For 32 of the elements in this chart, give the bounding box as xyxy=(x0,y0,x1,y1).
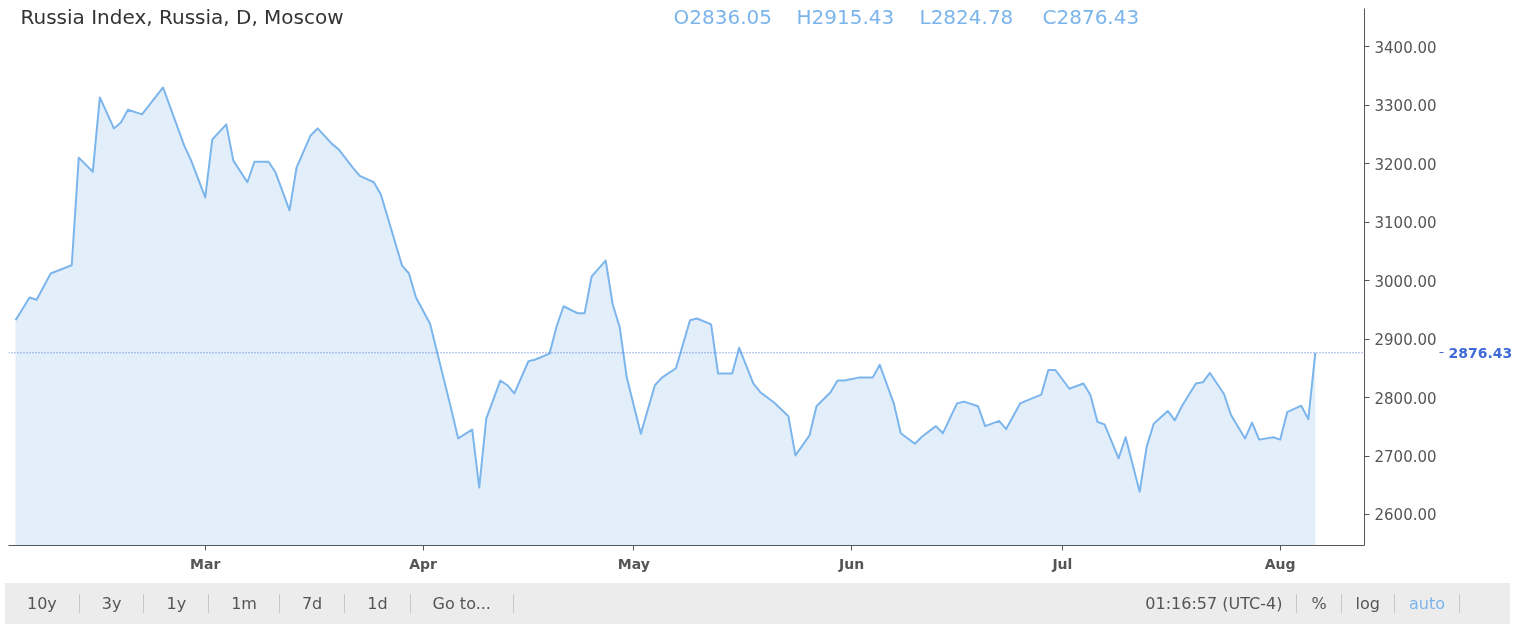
y-tick-label: 2700.00 xyxy=(1374,448,1437,466)
y-tick-label: 3100.00 xyxy=(1374,214,1437,233)
x-tick-label: May xyxy=(617,555,650,572)
x-tick-label: Aug xyxy=(1264,555,1296,572)
text: 7d xyxy=(279,594,346,613)
annotation: H2915.43 xyxy=(796,4,895,29)
text: 1y xyxy=(144,594,210,613)
ref-line-label: 2876.43 xyxy=(1448,344,1513,361)
text: 3y xyxy=(79,594,145,613)
text: 1m xyxy=(209,594,280,613)
annotation: L2824.78 xyxy=(919,4,1014,29)
chart-title: Russia Index, Russia, D, Moscow xyxy=(20,4,344,29)
x-tick-label: Jun xyxy=(838,555,865,572)
text: auto xyxy=(1394,594,1460,613)
annotation: C2876.43 xyxy=(1042,4,1140,29)
text: 1d xyxy=(345,594,411,613)
y-tick-label: 3300.00 xyxy=(1374,97,1437,116)
text: 10y xyxy=(5,594,80,613)
x-tick-label: Mar xyxy=(190,555,221,572)
x-tick-label: Jul xyxy=(1051,555,1073,572)
annotation: O2836.05 xyxy=(673,4,772,29)
y-tick-label: 2600.00 xyxy=(1374,506,1437,525)
text: % xyxy=(1297,594,1342,613)
y-tick-label: 3200.00 xyxy=(1374,155,1437,174)
text: Go to... xyxy=(410,594,514,613)
y-tick-label: 2800.00 xyxy=(1374,389,1437,408)
text: log xyxy=(1341,594,1395,613)
y-tick-label: 2900.00 xyxy=(1374,331,1437,350)
x-tick-label: Apr xyxy=(409,555,437,572)
y-tick-label: 3400.00 xyxy=(1374,38,1437,57)
y-tick-label: 3000.00 xyxy=(1374,272,1437,291)
text: 01:16:57 (UTC-4) xyxy=(1131,594,1298,613)
